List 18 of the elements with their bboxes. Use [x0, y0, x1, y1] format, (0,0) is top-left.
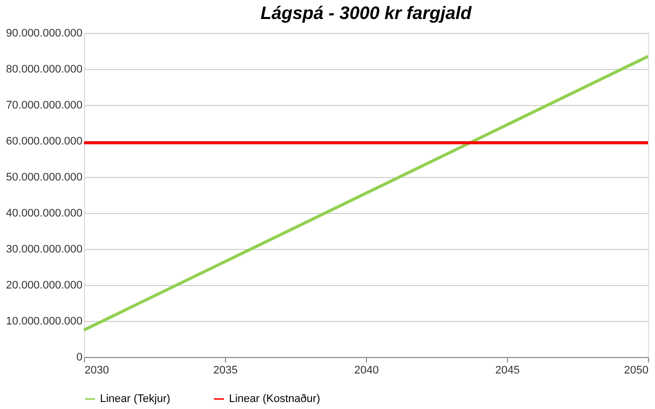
y-tick-label: 80.000.000.000	[6, 64, 82, 76]
x-tick-label: 2030	[84, 364, 109, 376]
x-tick-label: 2045	[495, 364, 520, 376]
y-tick-label: 10.000.000.000	[6, 316, 82, 328]
x-tick-label: 2050	[624, 364, 648, 376]
y-tick-label: 60.000.000.000	[6, 136, 82, 148]
chart-title: Lágspá - 3000 kr fargjald	[260, 3, 473, 23]
y-tick-label: 50.000.000.000	[6, 172, 82, 184]
x-tick-label: 2035	[213, 364, 238, 376]
legend-label: Linear (Tekjur)	[100, 393, 170, 405]
y-tick-label: 20.000.000.000	[6, 280, 82, 292]
y-tick-label: 40.000.000.000	[6, 208, 82, 220]
y-tick-label: 70.000.000.000	[6, 100, 82, 112]
y-tick-label: 0	[76, 352, 82, 364]
y-tick-label: 30.000.000.000	[6, 244, 82, 256]
legend-label: Linear (Kostnaður)	[229, 393, 320, 405]
x-tick-label: 2040	[354, 364, 379, 376]
y-tick-label: 90.000.000.000	[6, 28, 82, 40]
